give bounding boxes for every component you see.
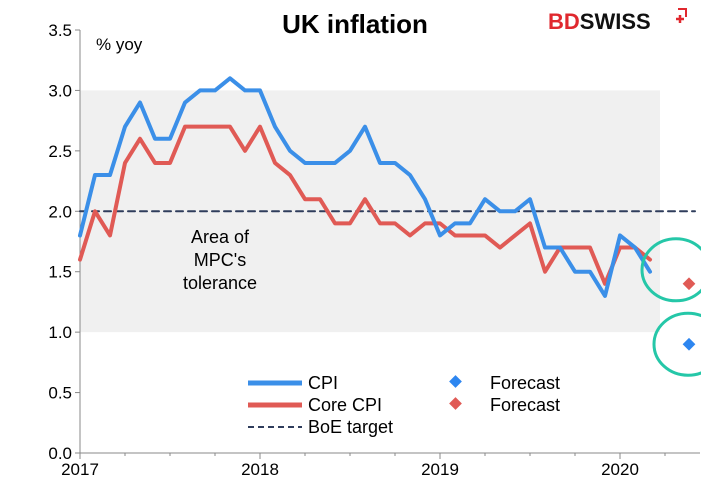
y-unit-label: % yoy: [96, 35, 143, 54]
band-label-line-1: Area of: [191, 227, 250, 247]
y-tick-label: 1.5: [48, 263, 72, 282]
series-layer: [78, 76, 696, 298]
chart-title: UK inflation: [282, 9, 428, 39]
brand-logo: BDSWISS: [548, 8, 687, 34]
band-label-line-2: MPC's: [194, 250, 246, 270]
legend-label-boe-target: BoE target: [308, 417, 393, 437]
y-tick-label: 2.0: [48, 202, 72, 221]
highlight-circle-core-cpi: [640, 237, 701, 303]
y-tick-label: 3.0: [48, 81, 72, 100]
brand-wordmark: BDSWISS: [548, 9, 651, 34]
y-tick-label: 3.5: [48, 21, 72, 40]
x-tick-label: 2019: [421, 460, 459, 479]
legend-marker-cpi-forecast: [449, 375, 462, 388]
highlight-circle-cpi: [652, 311, 701, 377]
y-tick-label: 2.5: [48, 142, 72, 161]
legend-label-core-cpi: Core CPI: [308, 395, 382, 415]
legend-label-cpi-forecast: Forecast: [490, 373, 560, 393]
swiss-cross-icon: [676, 8, 687, 23]
band-label-line-3: tolerance: [183, 273, 257, 293]
series-line-cpi: [78, 76, 652, 298]
y-tick-label: 0.0: [48, 444, 72, 463]
x-tick-label: 2017: [61, 460, 99, 479]
legend-label-cpi: CPI: [308, 373, 338, 393]
axis-layer: 0.0 0.5 1.0 1.5 2.0 2.5 3.0 3.5 2017 2018 2019 2020: [48, 21, 700, 479]
legend: CPI Core CPI BoE target Forecast Forecas…: [248, 373, 560, 437]
x-tick-label: 2020: [601, 460, 639, 479]
x-tick-label: 2018: [241, 460, 279, 479]
series-line-core-cpi: [78, 124, 652, 286]
brand-swiss: SWISS: [580, 9, 651, 34]
band-label: Area of MPC's tolerance: [183, 227, 257, 293]
brand-bd: BD: [548, 9, 580, 34]
legend-marker-core-forecast: [449, 397, 462, 410]
legend-label-core-forecast: Forecast: [490, 395, 560, 415]
y-tick-label: 1.0: [48, 323, 72, 342]
y-tick-label: 0.5: [48, 384, 72, 403]
